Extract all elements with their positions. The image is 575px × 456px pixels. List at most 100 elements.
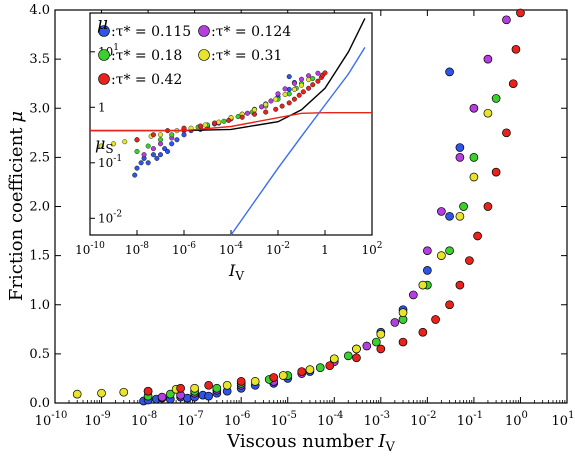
main-point-series-4 [269,373,279,382]
main-point-series-0 [445,211,454,221]
main-point-series-3 [72,389,82,399]
inset-x-tick-label: 1 [321,243,329,257]
main-point-series-3 [119,387,129,397]
main-point-series-1 [362,341,372,351]
inset-point-series-3 [251,107,257,113]
inset-y-tick-label: 10-1 [98,154,122,170]
main-ticks: 10-10 10-9 10-8 10-7 10-6 10-5 10-4 10-3 10-2 10-… [29,3,574,429]
legend-marker-0 [98,25,110,37]
main-point-series-0 [455,143,465,152]
inset-y-tick-label: 1 [98,100,106,114]
inset-point-series-2 [169,132,175,138]
main-point-series-4 [491,167,501,177]
main-point-series-3 [418,280,428,290]
main-point-series-4 [431,315,440,324]
main-point-series-4 [325,361,335,371]
x-tick-label: 10-3 [364,410,390,429]
main-point-series-3 [352,344,361,354]
legend-marker-3 [198,49,210,61]
x-tick-label: 10-8 [131,410,157,429]
inset-point-series-3 [122,139,128,145]
main-point-series-3 [437,251,446,260]
main-point-series-4 [465,256,474,265]
inset-point-series-1 [141,152,147,158]
inset-point-series-3 [98,143,104,149]
x-axis-title: Viscous number IV [226,431,395,455]
inset-point-series-1 [275,91,281,97]
inset-point-series-4 [263,109,269,115]
legend-label-3: :τ* = 0.31 [211,48,282,64]
inset-point-series-0 [154,155,160,161]
inset-point-series-0 [174,137,180,143]
inset-point-series-4 [197,123,203,129]
inset-point-series-0 [138,160,144,166]
main-point-series-2 [445,246,454,256]
main-point-series-0 [445,67,454,77]
inset-point-series-4 [134,137,140,143]
main-point-series-2 [371,337,381,347]
inset-point-series-2 [286,91,292,97]
x-tick-label: 100 [505,410,528,429]
inset-point-series-0 [181,132,187,138]
main-point-series-3 [398,308,408,317]
inset-point-series-3 [282,92,288,98]
inset-x-tick-label: 10-10 [75,241,105,257]
main-point-series-3 [278,371,288,380]
inset-point-series-4 [226,117,232,123]
inset-point-series-3 [110,141,116,147]
inset-point-series-4 [322,70,328,76]
y-axis-symbol: μ [6,111,27,123]
main-point-series-3 [329,354,339,364]
inset-point-series-4 [306,85,312,91]
inset-point-series-2 [310,76,316,82]
legend: :τ* = 0.115:τ* = 0.124:τ* = 0.18:τ* = 0.… [98,24,291,88]
main-point-series-4 [508,79,518,89]
x-axis-title-text: Viscous number [226,431,374,452]
x-tick-label: 10-7 [177,410,203,429]
legend-label-2: :τ* = 0.18 [111,48,182,64]
x-tick-label: 10-2 [410,410,436,429]
inset-point-series-1 [150,146,156,152]
inset-mu-s-label: μS [95,134,114,156]
inset-x-tick-label: 10-6 [172,241,196,257]
main-point-series-2 [315,363,325,372]
main-point-series-3 [190,383,199,393]
legend-marker-4 [98,73,110,85]
y-tick-label: 3.5 [29,52,50,67]
inset-x-axis-label: IV [228,261,244,283]
main-point-series-1 [502,15,511,25]
inset-mu-s-sub: S [105,142,113,156]
main-point-series-4 [176,383,185,393]
x-tick-label: 10-1 [457,410,483,429]
inset-point-series-4 [150,132,156,138]
inset-point-series-0 [169,141,175,147]
x-tick-label: 10-4 [317,410,343,429]
legend-label-0: :τ* = 0.115 [111,24,191,40]
x-tick-label: 10-5 [271,410,297,429]
inset-point-series-4 [239,114,245,120]
main-point-series-2 [343,351,353,361]
y-tick-label: 4.0 [29,3,50,18]
main-point-series-4 [516,8,525,18]
main-point-series-4 [143,386,153,396]
main-point-series-3 [305,365,315,374]
main-points [72,8,525,406]
inset-point-series-3 [273,96,279,102]
inset-point-series-4 [296,92,302,98]
main-point-series-1 [409,290,418,300]
inset-plot-frame [89,12,373,236]
main-point-series-1 [455,153,465,162]
inset-point-series-0 [165,148,171,154]
y-tick-label: 2.0 [29,200,50,215]
inset-x-tick-label: 10-2 [266,241,290,257]
inset-point-series-2 [221,118,227,124]
main-point-series-3 [455,211,465,221]
inset-mu-s-symbol: μ [95,134,105,153]
x-tick-label: 10-10 [35,410,68,429]
inset-x-axis-subscript: V [234,269,244,283]
inset-point-series-1 [268,98,274,104]
y-tick-label: 3.0 [29,101,50,116]
inset-point-series-0 [286,86,292,92]
